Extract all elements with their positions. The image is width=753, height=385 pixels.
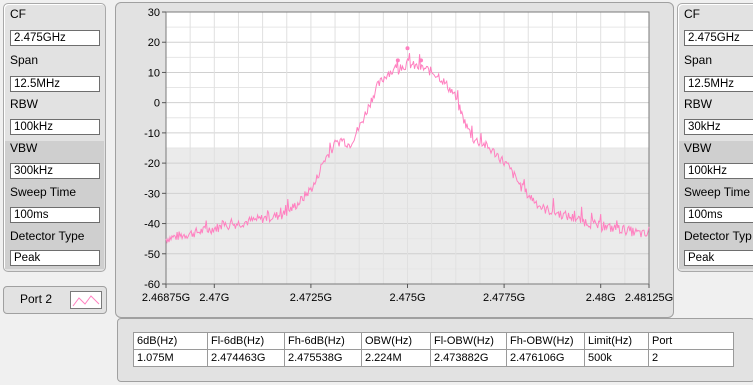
detector-type-label: Detector Type [10, 229, 85, 243]
table-cell: 2.474463G [207, 349, 285, 367]
x-tick-label: 2.48125G [625, 292, 673, 304]
y-tick-label: -20 [144, 158, 160, 170]
y-tick-label: -10 [144, 128, 160, 140]
trace-swatch-icon [70, 291, 102, 309]
detector-type-label: Detector Typ [684, 229, 752, 243]
peak-marker [405, 46, 410, 51]
results-table: 6dB(Hz) Fl-6dB(Hz) Fh-6dB(Hz) OBW(Hz) Fl… [133, 332, 734, 367]
rbw-field[interactable]: 100kHz [10, 119, 100, 135]
y-tick-label: 20 [148, 37, 160, 49]
sweep-time-field[interactable]: 100ms [10, 207, 100, 223]
table-header-cell: Fl-6dB(Hz) [207, 332, 285, 350]
span-label: Span [684, 53, 713, 67]
table-header-cell: Port [648, 332, 734, 350]
table-header-cell: 6dB(Hz) [133, 332, 208, 350]
spectrum-graph: 30 20 10 0 -10 -20 -30 -40 -50 -60 2.46875G 2.47G 2.… [115, 2, 674, 318]
y-tick-label: 0 [154, 98, 160, 110]
table-header-cell: Fl-OBW(Hz) [430, 332, 507, 350]
span-label: Span [10, 53, 39, 67]
y-tick-label: 10 [148, 67, 160, 79]
y-tick-label: -60 [144, 279, 160, 291]
x-tick-label: 2.475G [389, 292, 425, 304]
peak-marker [419, 58, 424, 63]
table-header-cell: Fh-OBW(Hz) [506, 332, 585, 350]
vbw-label: VBW [684, 141, 712, 155]
table-cell: 500k [584, 349, 649, 367]
table-cell: 2.475538G [284, 349, 362, 367]
panel-shade [679, 141, 753, 269]
table-row: 1.075M 2.474463G 2.475538G 2.224M 2.4738… [133, 349, 734, 367]
y-tick-label: 30 [148, 7, 160, 19]
detector-type-field[interactable]: Peak [684, 250, 753, 266]
right-settings-panel: CF 2.475GHz Span 12.5MHz RBW 30kHz VBW 1… [677, 3, 753, 272]
cf-label: CF [10, 7, 26, 21]
vbw-field[interactable]: 300kHz [10, 163, 100, 179]
left-settings-panel: CF 2.475GHz Span 12.5MHz RBW 100kHz VBW … [3, 3, 106, 272]
table-cell: 2.224M [361, 349, 431, 367]
y-tick-label: -50 [144, 249, 160, 261]
port-legend[interactable]: Port 2 [3, 286, 107, 314]
table-cell: 2.476106G [506, 349, 585, 367]
rbw-label: RBW [10, 97, 38, 111]
y-tick-label: -40 [144, 219, 160, 231]
panel-shade [5, 141, 104, 269]
vbw-label: VBW [10, 141, 38, 155]
spectrum-chart[interactable]: 30 20 10 0 -10 -20 -30 -40 -50 -602.46875G 2.47G 2.… [116, 3, 673, 317]
sweep-time-field[interactable]: 100ms [684, 207, 753, 223]
cf-label: CF [684, 7, 700, 21]
peak-marker [395, 58, 400, 63]
rbw-field[interactable]: 30kHz [684, 119, 753, 135]
rbw-label: RBW [684, 97, 712, 111]
x-tick-label: 2.4775G [483, 292, 525, 304]
results-table-panel: 6dB(Hz) Fl-6dB(Hz) Fh-6dB(Hz) OBW(Hz) Fl… [117, 318, 753, 382]
table-cell: 1.075M [133, 349, 208, 367]
sweep-time-label: Sweep Time [10, 185, 77, 199]
x-tick-label: 2.47G [199, 292, 229, 304]
y-tick-label: -30 [144, 188, 160, 200]
table-header-cell: OBW(Hz) [361, 332, 431, 350]
cf-field[interactable]: 2.475GHz [684, 30, 753, 46]
x-tick-label: 2.4725G [290, 292, 332, 304]
sweep-time-label: Sweep Time [684, 185, 751, 199]
span-field[interactable]: 12.5MHz [10, 76, 100, 92]
table-cell: 2 [648, 349, 734, 367]
span-field[interactable]: 12.5MHz [684, 76, 753, 92]
x-tick-label: 2.46875G [142, 292, 190, 304]
cf-field[interactable]: 2.475GHz [10, 30, 100, 46]
x-tick-label: 2.48G [586, 292, 616, 304]
vbw-field[interactable]: 100kHz [684, 163, 753, 179]
port-legend-label: Port 2 [20, 292, 53, 306]
detector-type-field[interactable]: Peak [10, 250, 100, 266]
table-header-cell: Fh-6dB(Hz) [284, 332, 362, 350]
table-header-row: 6dB(Hz) Fl-6dB(Hz) Fh-6dB(Hz) OBW(Hz) Fl… [133, 332, 734, 350]
table-header-cell: Limit(Hz) [584, 332, 649, 350]
table-cell: 2.473882G [430, 349, 507, 367]
spectrum-trace-line [165, 53, 650, 244]
